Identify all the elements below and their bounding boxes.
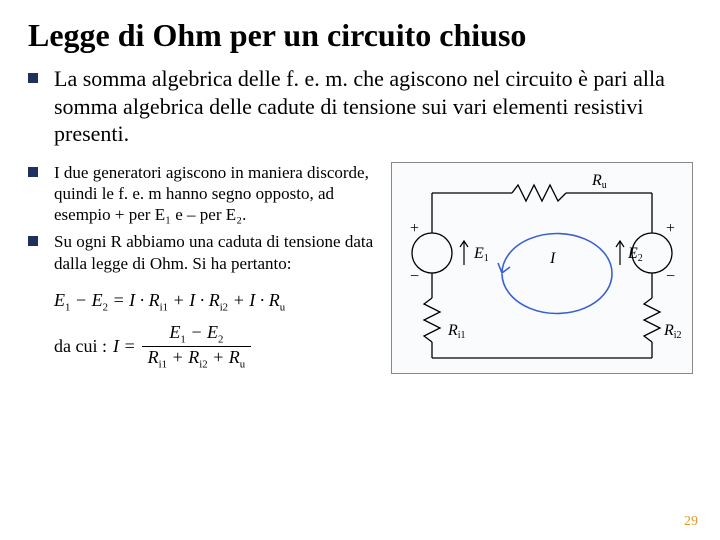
slide: Legge di Ohm per un circuito chiuso La s… — [0, 0, 720, 540]
bullet-square-icon — [28, 236, 38, 246]
bullet-square-icon — [28, 167, 38, 177]
left-column: I due generatori agiscono in maniera dis… — [28, 162, 383, 374]
bullet-square-icon — [28, 73, 38, 83]
label-Ri2: Ri2 — [663, 322, 682, 341]
equation-block: E1 − E2 = I · Ri1 + I · Ri2 + I · Ru da … — [54, 290, 383, 372]
fraction-numerator: E1 − E2 — [163, 322, 229, 347]
equation-fraction: E1 − E2 Ri1 + Ri2 + Ru — [142, 322, 252, 372]
label-I: I — [549, 250, 556, 267]
bullet-row-2: Su ogni R abbiamo una caduta di tensione… — [28, 231, 383, 280]
label-E2: E2 — [627, 245, 643, 264]
label-plus-left: + — [410, 220, 419, 237]
label-E1: E1 — [473, 245, 489, 264]
two-column-region: I due generatori agiscono in maniera dis… — [28, 162, 692, 374]
equation-line-2: da cui : I = E1 − E2 Ri1 + Ri2 + Ru — [54, 322, 383, 372]
bullet-row-1: I due generatori agiscono in maniera dis… — [28, 162, 383, 232]
slide-title: Legge di Ohm per un circuito chiuso — [28, 18, 692, 53]
circuit-svg: Ru E1 E2 I Ri1 Ri2 + − + − — [392, 163, 692, 373]
label-plus-right: + — [666, 220, 675, 237]
circuit-diagram: Ru E1 E2 I Ri1 Ri2 + − + − — [391, 162, 693, 374]
right-column: Ru E1 E2 I Ri1 Ri2 + − + − — [391, 162, 691, 374]
lead-bullet-row: La somma algebrica delle f. e. m. che ag… — [28, 65, 692, 148]
equation-prefix: da cui : — [54, 336, 107, 357]
lead-text: La somma algebrica delle f. e. m. che ag… — [54, 65, 692, 148]
equation-line-1: E1 − E2 = I · Ri1 + I · Ri2 + I · Ru — [54, 290, 383, 314]
label-minus-left: − — [410, 268, 419, 285]
label-Ru: Ru — [591, 172, 607, 191]
slide-number: 29 — [684, 514, 698, 530]
label-Ri1: Ri1 — [447, 322, 466, 341]
equation-I: I = — [113, 336, 136, 357]
bullet-text-1: I due generatori agiscono in maniera dis… — [54, 162, 383, 226]
bullet-text-2: Su ogni R abbiamo una caduta di tensione… — [54, 231, 383, 274]
label-minus-right: − — [666, 268, 675, 285]
fraction-denominator: Ri1 + Ri2 + Ru — [142, 347, 252, 372]
